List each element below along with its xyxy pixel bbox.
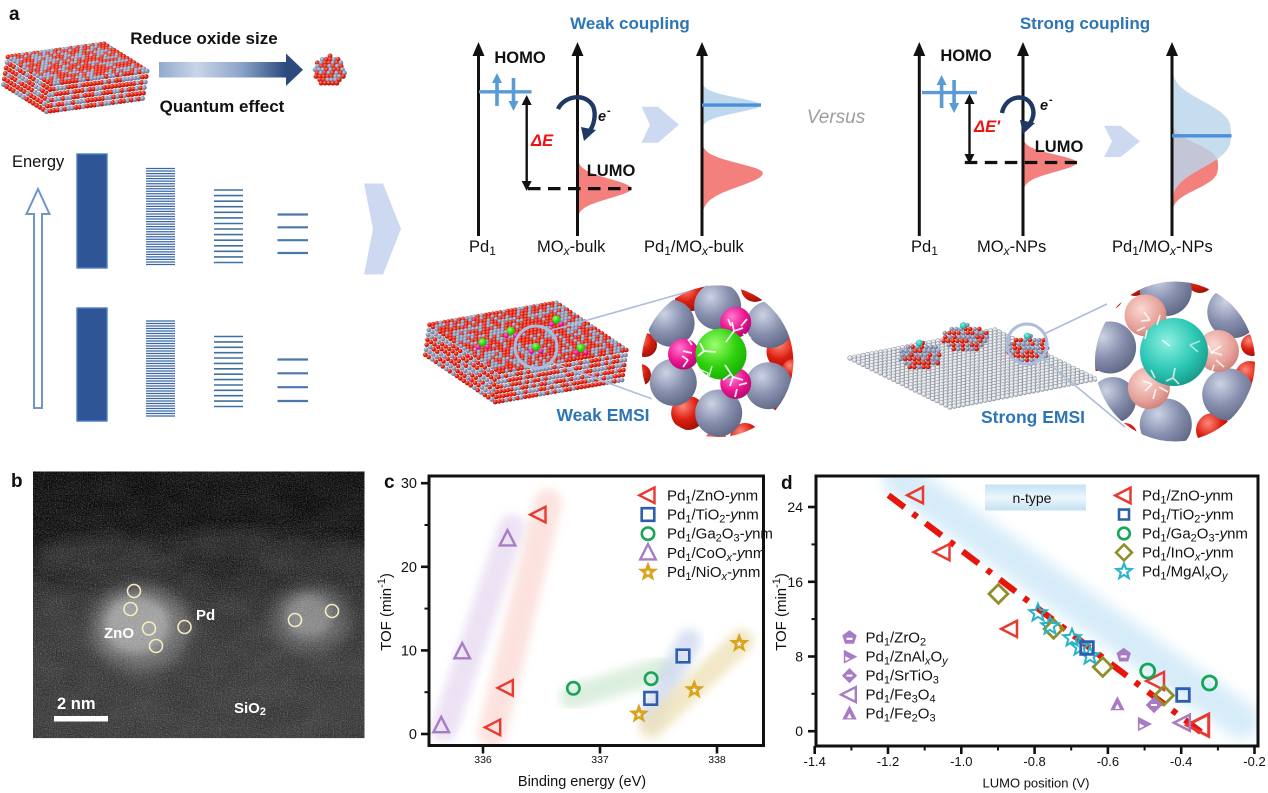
svg-text:TOF (min-1): TOF (min-1) bbox=[376, 573, 395, 651]
svg-text:Pd1/CoOx-ynm: Pd1/CoOx-ynm bbox=[667, 545, 765, 564]
svg-text:-0.2: -0.2 bbox=[1243, 754, 1265, 769]
svg-text:-0.8: -0.8 bbox=[1023, 754, 1045, 769]
svg-text:Pd1/ZnAlxOy: Pd1/ZnAlxOy bbox=[866, 649, 950, 668]
svg-text:MOx-bulk: MOx-bulk bbox=[537, 238, 606, 258]
svg-text:Pd1/NiOx-ynm: Pd1/NiOx-ynm bbox=[667, 564, 760, 583]
svg-text:336: 336 bbox=[474, 754, 492, 766]
svg-text:Pd1/ZnO-ynm: Pd1/ZnO-ynm bbox=[667, 487, 758, 506]
svg-text:-1.4: -1.4 bbox=[803, 754, 825, 769]
svg-text:LUMO: LUMO bbox=[587, 162, 636, 180]
svg-text:8: 8 bbox=[795, 649, 803, 665]
svg-text:30: 30 bbox=[401, 476, 417, 492]
svg-text:Versus: Versus bbox=[807, 107, 866, 128]
svg-text:Reduce oxide size: Reduce oxide size bbox=[130, 29, 277, 48]
svg-text:ΔE: ΔE bbox=[530, 132, 554, 150]
svg-text:-0.4: -0.4 bbox=[1170, 754, 1192, 769]
svg-text:-: - bbox=[1049, 94, 1053, 106]
svg-text:TOF (min-1): TOF (min-1) bbox=[771, 573, 790, 651]
svg-text:Pd1/ZnO-ynm: Pd1/ZnO-ynm bbox=[1142, 488, 1233, 507]
svg-text:20: 20 bbox=[401, 560, 417, 576]
svg-text:0: 0 bbox=[409, 727, 417, 743]
svg-text:337: 337 bbox=[591, 754, 609, 766]
svg-text:HOMO: HOMO bbox=[494, 49, 545, 67]
svg-text:Pd1/Ga2O3-ynm: Pd1/Ga2O3-ynm bbox=[667, 526, 773, 545]
svg-text:-1.2: -1.2 bbox=[877, 754, 899, 769]
svg-text:Pd1/SrTiO3: Pd1/SrTiO3 bbox=[866, 668, 939, 687]
svg-text:Pd1/Fe2O3: Pd1/Fe2O3 bbox=[866, 706, 936, 725]
svg-text:0: 0 bbox=[795, 723, 803, 739]
svg-text:d: d bbox=[781, 473, 793, 494]
svg-text:c: c bbox=[384, 472, 395, 493]
svg-text:ΔEʹ: ΔEʹ bbox=[973, 118, 1001, 136]
svg-text:HOMO: HOMO bbox=[940, 47, 991, 65]
svg-text:ZnO: ZnO bbox=[104, 625, 134, 642]
svg-text:-: - bbox=[607, 105, 611, 117]
svg-text:338: 338 bbox=[708, 754, 726, 766]
svg-text:24: 24 bbox=[787, 499, 803, 515]
svg-text:Pd1/ZrO2: Pd1/ZrO2 bbox=[866, 630, 927, 649]
svg-text:n-type: n-type bbox=[1013, 490, 1052, 506]
svg-text:Quantum effect: Quantum effect bbox=[160, 97, 285, 116]
svg-text:Pd1/Ga2O3-ynm: Pd1/Ga2O3-ynm bbox=[1142, 526, 1248, 545]
svg-text:e: e bbox=[598, 109, 606, 125]
svg-text:LUMO position (V): LUMO position (V) bbox=[983, 776, 1090, 791]
svg-text:2 nm: 2 nm bbox=[57, 695, 96, 713]
svg-text:-1.0: -1.0 bbox=[950, 754, 972, 769]
svg-text:-0.6: -0.6 bbox=[1097, 754, 1119, 769]
svg-text:Pd1/MOx-NPs: Pd1/MOx-NPs bbox=[1112, 238, 1213, 258]
svg-text:SiO2: SiO2 bbox=[234, 700, 266, 718]
svg-text:a: a bbox=[9, 4, 20, 25]
svg-text:b: b bbox=[11, 471, 23, 492]
svg-text:Pd1/TiO2-ynm: Pd1/TiO2-ynm bbox=[667, 507, 759, 526]
svg-text:16: 16 bbox=[787, 574, 803, 590]
svg-text:e: e bbox=[1040, 98, 1048, 114]
svg-text:Weak EMSI: Weak EMSI bbox=[556, 405, 649, 425]
svg-text:Binding energy (eV): Binding energy (eV) bbox=[518, 774, 646, 790]
svg-text:Strong EMSI: Strong EMSI bbox=[981, 407, 1085, 427]
svg-text:Pd1/TiO2-ynm: Pd1/TiO2-ynm bbox=[1142, 507, 1234, 526]
svg-text:Pd1/Fe3O4: Pd1/Fe3O4 bbox=[866, 687, 936, 706]
svg-text:Energy: Energy bbox=[12, 153, 65, 171]
svg-text:Pd: Pd bbox=[196, 607, 215, 624]
svg-text:Pd1/MgAlxOy: Pd1/MgAlxOy bbox=[1142, 564, 1229, 583]
svg-text:Weak coupling: Weak coupling bbox=[570, 14, 690, 33]
svg-text:10: 10 bbox=[401, 643, 417, 659]
svg-text:Strong coupling: Strong coupling bbox=[1020, 14, 1150, 33]
svg-text:LUMO: LUMO bbox=[1035, 138, 1084, 156]
svg-text:MOx-NPs: MOx-NPs bbox=[977, 238, 1046, 258]
svg-text:Pd1/InOx-ynm: Pd1/InOx-ynm bbox=[1142, 545, 1234, 564]
svg-text:Pd1/MOx-bulk: Pd1/MOx-bulk bbox=[644, 238, 745, 258]
